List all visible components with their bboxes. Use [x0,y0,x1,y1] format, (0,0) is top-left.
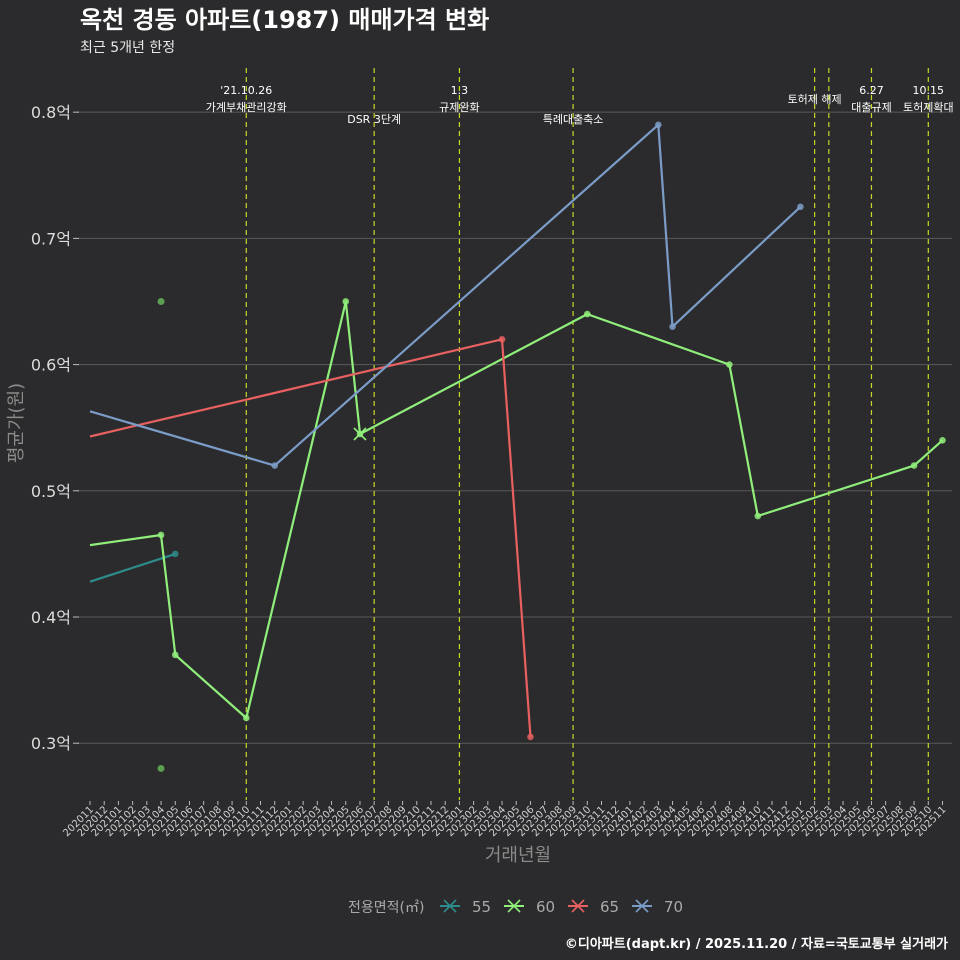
data-point-60 [342,298,350,305]
legend-label: 70 [664,898,683,916]
event-label: '21.10.26 [220,84,272,97]
chart-subtitle: 최근 5개년 한정 [80,40,175,56]
event-label: DSR 3단계 [347,113,401,126]
x-axis-title: 거래년월 [485,845,551,866]
legend-key-cross [507,899,521,913]
x-ticks: 2020112020122021012021022021032021042021… [61,801,949,839]
y-tick-label: 0.8억 [31,103,71,122]
y-tick-label: 0.4억 [31,608,71,627]
legend-title: 전용면적(㎡) [348,900,424,916]
y-tick-label: 0.5억 [31,482,71,501]
y-tick-label: 0.6억 [31,356,71,375]
scatter-point [157,764,165,772]
event-label: 6.27 [859,84,884,97]
data-point-60 [910,462,918,469]
series-line-55 [89,552,176,583]
y-tick-label: 0.3억 [31,734,71,753]
data-point-60 [754,512,762,520]
data-point-60 [583,310,591,318]
series-line-65 [89,338,532,737]
cross-marker [353,427,367,441]
legend: 전용면적(㎡) 55 60 65 70 [348,898,683,916]
y-tick-label: 0.7억 [31,229,71,248]
legend-label: 60 [536,898,555,916]
data-point-60 [939,437,946,444]
event-label: 1.3 [451,84,469,97]
data-point-65 [498,336,506,343]
event-label: 규제완화 [439,101,479,114]
data-point-55 [171,550,179,558]
grid-lines [77,111,952,744]
data-point-70 [797,203,804,211]
event-label: 토허제확대 [903,101,954,114]
event-label: 10.15 [913,84,945,97]
data-point-70 [669,323,676,331]
data-point-60 [157,531,165,539]
legend-key-cross [571,899,585,913]
y-ticks: 0.3억 0.4억 0.5억 0.6억 0.7억 0.8억 [31,103,79,753]
caption: ©디아파트(dapt.kr) / 2025.11.20 / 자료=국토교통부 실… [565,936,948,952]
y-axis-title: 평균가(원) [6,383,27,463]
legend-label: 55 [472,898,491,916]
series-line-70 [89,123,802,467]
legend-key-cross [635,899,649,913]
chart-title: 옥천 경동 아파트(1987) 매매가격 변화 [80,6,489,34]
event-label: 토허제 해제 [788,92,842,106]
data-point-65 [527,733,534,741]
data-point-60 [171,651,179,659]
legend-label: 65 [600,898,619,916]
event-label: 가계부채관리강화 [206,101,287,114]
event-label: 대출규제 [851,101,891,114]
data-point-70 [271,462,279,469]
data-point-70 [655,121,662,129]
series-lines [89,121,946,772]
data-point-60 [726,361,733,368]
scatter-point [157,297,165,305]
legend-key-cross [443,899,457,913]
data-point-60 [242,714,250,722]
event-label: 특례대출축소 [543,113,604,126]
